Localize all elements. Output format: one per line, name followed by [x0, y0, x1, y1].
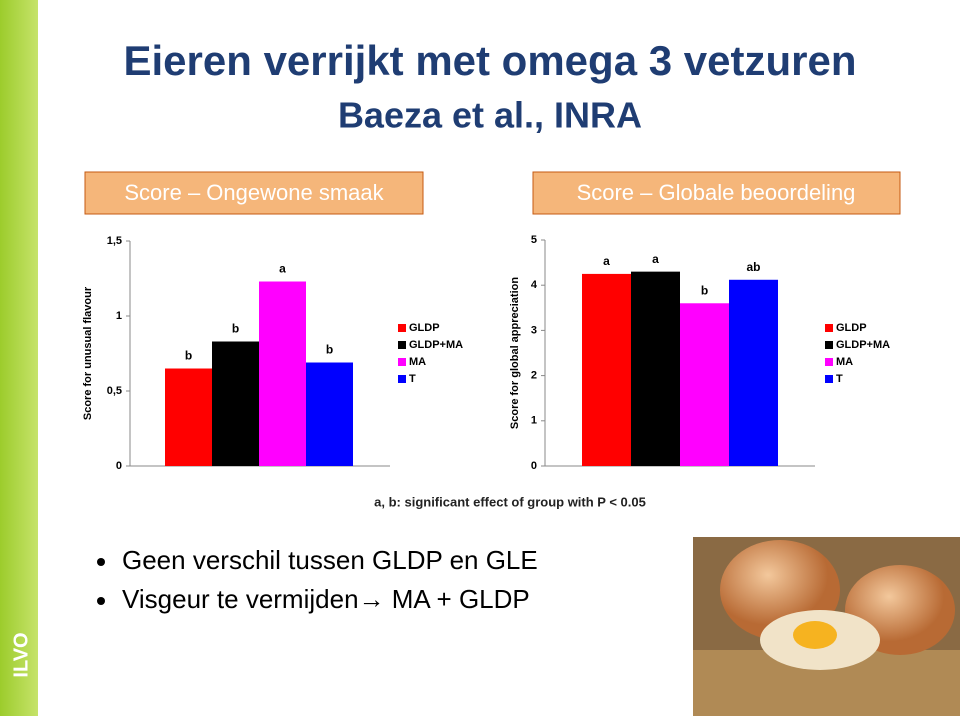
y-tick-label: 5 — [531, 234, 537, 246]
y-tick-label: 0,5 — [107, 385, 122, 397]
significance-letter: b — [326, 343, 333, 357]
chart-title: Score – Ongewone smaak — [124, 180, 384, 205]
y-tick-label: 1 — [531, 415, 537, 427]
significance-letter: b — [701, 283, 708, 297]
side-bar — [0, 0, 38, 716]
legend-swatch — [825, 324, 833, 332]
bar — [306, 362, 353, 466]
legend-label: MA — [409, 356, 426, 368]
significance-letter: a — [279, 262, 286, 276]
y-tick-label: 4 — [531, 279, 538, 291]
slide-subtitle: Baeza et al., INRA — [338, 95, 642, 136]
legend-label: GLDP — [409, 322, 440, 334]
y-tick-label: 1,5 — [107, 235, 122, 247]
legend-swatch — [398, 341, 406, 349]
bar — [680, 303, 729, 466]
legend-label: GLDP+MA — [836, 339, 890, 351]
footnote: a, b: significant effect of group with P… — [374, 494, 646, 509]
significance-letter: ab — [746, 260, 760, 274]
legend-swatch — [398, 324, 406, 332]
bar — [212, 341, 259, 466]
slide-title: Eieren verrijkt met omega 3 vetzuren — [124, 37, 857, 84]
legend-swatch — [825, 358, 833, 366]
legend-swatch — [398, 375, 406, 383]
header-box — [532, 171, 901, 215]
side-label: ILVO — [10, 632, 32, 677]
legend-label: T — [409, 373, 416, 385]
bar — [582, 273, 631, 466]
legend-swatch — [825, 341, 833, 349]
legend-label: T — [836, 373, 843, 385]
y-tick-label: 2 — [531, 370, 537, 382]
significance-letter: b — [232, 322, 239, 336]
bar — [729, 279, 778, 466]
legend-label: GLDP+MA — [409, 339, 463, 351]
bullet: Visgeur te vermijden→ MA + GLDP — [122, 584, 530, 614]
significance-letter: a — [603, 254, 610, 268]
photo — [693, 537, 960, 716]
y-tick-label: 0 — [531, 460, 537, 472]
bar — [259, 281, 306, 466]
y-axis-label: Score for global appreciation — [509, 277, 521, 429]
significance-letter: b — [185, 349, 192, 363]
header-box — [84, 171, 424, 215]
bullet-dot — [97, 597, 105, 605]
bar — [165, 368, 212, 466]
chart-title: Score – Globale beoordeling — [577, 180, 856, 205]
y-tick-label: 1 — [116, 310, 122, 322]
y-axis-label: Score for unusual flavour — [82, 286, 94, 420]
legend-swatch — [398, 358, 406, 366]
legend-swatch — [825, 375, 833, 383]
bullet-dot — [97, 558, 105, 566]
y-tick-label: 0 — [116, 460, 122, 472]
legend-label: MA — [836, 356, 853, 368]
bar — [631, 271, 680, 466]
legend-label: GLDP — [836, 322, 867, 334]
significance-letter: a — [652, 252, 659, 266]
bullet: Geen verschil tussen GLDP en GLE — [122, 545, 538, 575]
y-tick-label: 3 — [531, 324, 537, 336]
